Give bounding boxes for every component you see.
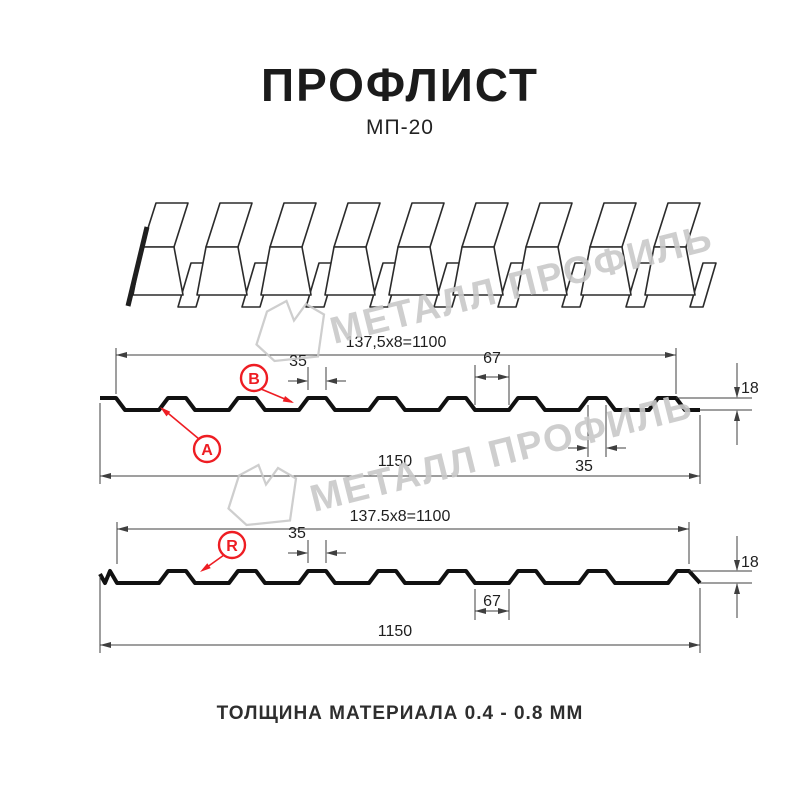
watermark-lower: МЕТАЛЛ ПРОФИЛЬ [227, 385, 698, 527]
profile-model-subtitle: МП-20 [366, 116, 434, 139]
dim-label-height-bottom: 18 [741, 554, 759, 571]
dim-label-valley-top: 67 [483, 350, 501, 367]
dim-label-crest-bottom: 35 [288, 525, 306, 542]
dim-label-bottom-flat-top: 35 [575, 458, 593, 475]
metall-profil-logo-icon [227, 463, 298, 527]
dim-label-total-top: 1150 [378, 453, 413, 470]
cross-section-top-lines [99, 348, 752, 484]
page-title: ПРОФЛИСТ [261, 59, 539, 111]
material-thickness-note: ТОЛЩИНА МАТЕРИАЛА 0.4 - 0.8 ММ [216, 703, 584, 724]
cross-section-top: 137,5x8=1100 35 67 35 18 1150 A B [99, 334, 759, 484]
cross-section-bottom: 137.5x8=1100 35 67 18 1150 R [98, 508, 759, 653]
watermark-brand-text: МЕТАЛЛ ПРОФИЛЬ [306, 385, 698, 521]
dim-label-height-top: 18 [741, 380, 759, 397]
dim-label-crest-top: 35 [289, 353, 307, 370]
callout-b-letter: B [248, 371, 260, 388]
callout-r-letter: R [226, 538, 238, 555]
sheet-3d-drawing [125, 202, 717, 308]
dim-label-pitch-bottom: 137.5x8=1100 [350, 508, 451, 525]
callout-a-letter: A [201, 442, 213, 459]
metall-profil-logo-icon [255, 299, 326, 363]
dim-label-valley-bottom: 67 [483, 593, 501, 610]
cross-section-bottom-lines [98, 522, 752, 653]
dim-label-total-bottom: 1150 [378, 623, 413, 640]
dim-label-pitch-top: 137,5x8=1100 [346, 334, 447, 351]
